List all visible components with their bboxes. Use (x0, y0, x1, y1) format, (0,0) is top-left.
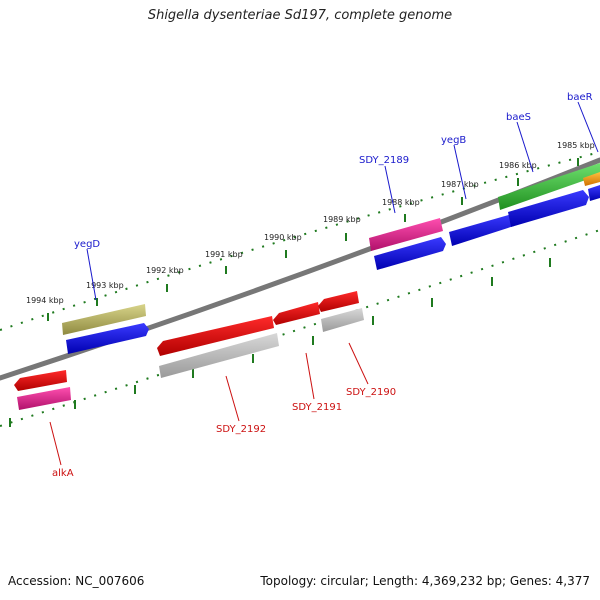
gene-red-2192[interactable] (157, 316, 274, 356)
topology-text: Topology: circular; Length: 4,369,232 bp… (260, 574, 590, 588)
gene-labels: yegD SDY_2189 yegB baeS baeR alkA SDY_21… (52, 92, 593, 479)
gene-red-alkA[interactable] (14, 370, 67, 391)
gene-pink-2189[interactable] (369, 218, 443, 251)
gene-label-SDY_2192[interactable]: SDY_2192 (216, 424, 266, 435)
gene-label-SDY_2191[interactable]: SDY_2191 (292, 402, 342, 413)
scale-label-1985: 1985 kbp (557, 141, 595, 150)
inner-tick-rail (0, 229, 600, 427)
gene-gray-2190[interactable] (321, 308, 364, 332)
gene-olive-yegD[interactable] (62, 304, 146, 335)
gene-orange-baeR[interactable] (583, 172, 600, 186)
gene-label-yegB[interactable]: yegB (441, 135, 466, 146)
gene-label-baeR[interactable]: baeR (567, 92, 593, 103)
gene-label-yegD[interactable]: yegD (74, 239, 100, 250)
scale-labels: 1994 kbp 1993 kbp 1992 kbp 1991 kbp 1990… (26, 141, 595, 305)
gene-blue-3[interactable] (449, 214, 514, 246)
outer-major-ticks (47, 158, 579, 321)
reverse-genes (14, 291, 364, 410)
accession-text: Accession: NC_007606 (8, 574, 145, 588)
gene-red-2191[interactable] (273, 302, 320, 325)
scale-label-1988: 1988 kbp (382, 198, 420, 207)
gene-pink-alkA[interactable] (17, 387, 71, 410)
gene-red-2190[interactable] (318, 291, 359, 312)
scale-label-1992: 1992 kbp (146, 266, 184, 275)
gene-blue-1[interactable] (66, 323, 149, 354)
forward-genes (62, 163, 600, 354)
scale-label-1991: 1991 kbp (205, 250, 243, 259)
gene-blue-2[interactable] (374, 237, 446, 270)
gene-green-baeS[interactable] (498, 163, 600, 210)
inner-major-ticks (9, 258, 551, 427)
scale-label-1990: 1990 kbp (264, 233, 302, 242)
scale-label-1987: 1987 kbp (441, 180, 479, 189)
gene-gray-2192[interactable] (159, 333, 279, 378)
gene-blue-4[interactable] (508, 190, 589, 227)
gene-label-SDY_2190[interactable]: SDY_2190 (346, 387, 396, 398)
map-title: Shigella dysenteriae Sd197, complete gen… (147, 8, 453, 23)
gene-label-alkA[interactable]: alkA (52, 468, 74, 479)
scale-label-1994: 1994 kbp (26, 296, 64, 305)
gene-label-SDY_2189[interactable]: SDY_2189 (359, 155, 409, 166)
scale-label-1986: 1986 kbp (499, 161, 537, 170)
gene-label-baeS[interactable]: baeS (506, 112, 531, 123)
scale-label-1989: 1989 kbp (323, 215, 361, 224)
scale-label-1993: 1993 kbp (86, 281, 124, 290)
label-leaders (49, 101, 599, 466)
outer-tick-rail (0, 151, 600, 331)
gene-blue-5[interactable] (588, 185, 600, 201)
